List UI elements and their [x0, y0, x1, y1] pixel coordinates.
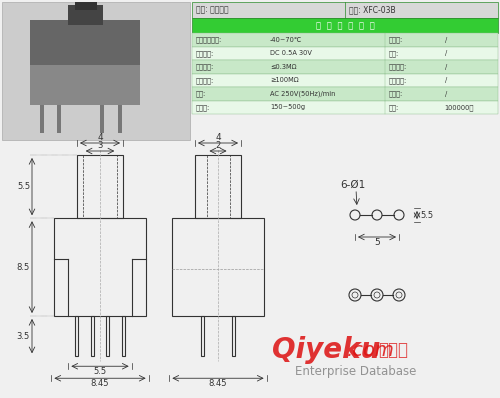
Text: 额定负荷:: 额定负荷:: [196, 50, 214, 57]
Text: /: /: [445, 50, 447, 56]
Text: 5: 5: [374, 238, 380, 247]
Bar: [206, 155, 230, 218]
Bar: [172, 218, 264, 316]
Text: AC 250V(50Hz)/min: AC 250V(50Hz)/min: [270, 90, 336, 97]
Text: 5.5: 5.5: [420, 211, 433, 220]
Bar: [75, 316, 78, 356]
Text: /: /: [445, 91, 447, 97]
Bar: [192, 18, 498, 33]
Bar: [57, 105, 61, 133]
Text: 150~500g: 150~500g: [270, 104, 305, 110]
Text: 企业库: 企业库: [378, 341, 408, 359]
Bar: [30, 20, 140, 65]
Text: 寿命:: 寿命:: [389, 104, 399, 111]
Bar: [118, 105, 122, 133]
Text: 插拔力:: 插拔力:: [389, 37, 403, 43]
Bar: [75, 2, 97, 10]
Text: 耐压:: 耐压:: [196, 90, 206, 97]
Text: 3.5: 3.5: [17, 332, 30, 341]
Bar: [90, 316, 94, 356]
Bar: [192, 47, 498, 60]
Text: 使用温度范围:: 使用温度范围:: [196, 37, 222, 43]
Bar: [192, 87, 498, 101]
Text: 4: 4: [215, 133, 221, 142]
Text: 8.45: 8.45: [209, 379, 227, 388]
Bar: [2, 2, 190, 140]
Text: ≥100MΩ: ≥100MΩ: [270, 77, 298, 83]
Text: 机械寿命:: 机械寿命:: [389, 63, 407, 70]
Text: -40~70℃: -40~70℃: [270, 37, 302, 43]
Text: DC 0.5A 30V: DC 0.5A 30V: [270, 50, 312, 56]
Text: 100000次: 100000次: [445, 104, 474, 111]
Bar: [68, 5, 103, 25]
Bar: [232, 316, 235, 356]
Text: 2: 2: [216, 141, 220, 150]
Text: 适度:: 适度:: [389, 50, 399, 57]
Bar: [122, 316, 125, 356]
Text: 3: 3: [98, 141, 102, 150]
Text: /: /: [445, 77, 447, 83]
Text: Qiyeku: Qiyeku: [272, 336, 380, 364]
Text: /: /: [445, 37, 447, 43]
Text: Enterprise Database: Enterprise Database: [295, 365, 416, 378]
Bar: [54, 218, 146, 316]
Bar: [192, 33, 498, 47]
Bar: [77, 155, 123, 218]
Text: 绝缘电阻:: 绝缘电阻:: [196, 77, 214, 84]
Bar: [83, 155, 117, 218]
Bar: [192, 101, 498, 114]
Text: 主  要  技  术  指  标: 主 要 技 术 指 标: [316, 21, 374, 30]
Text: 8.5: 8.5: [17, 263, 30, 271]
Text: 6-Ø1: 6-Ø1: [340, 180, 365, 190]
Text: 5.5: 5.5: [94, 367, 106, 376]
Bar: [100, 105, 104, 133]
Bar: [106, 316, 110, 356]
Text: 温感性:: 温感性:: [389, 90, 403, 97]
Text: 初作力:: 初作力:: [196, 104, 210, 111]
Bar: [192, 74, 498, 87]
Bar: [195, 155, 241, 218]
Text: 5.5: 5.5: [17, 182, 30, 191]
Text: 型号: XFC-03B: 型号: XFC-03B: [349, 6, 396, 14]
Text: .com: .com: [347, 341, 395, 359]
Bar: [192, 60, 498, 74]
Text: 接触电阻:: 接触电阻:: [196, 63, 214, 70]
Text: 4: 4: [97, 133, 103, 142]
Bar: [30, 20, 140, 105]
Text: ≤0.3MΩ: ≤0.3MΩ: [270, 64, 296, 70]
Text: /: /: [445, 64, 447, 70]
Text: 使用材料:: 使用材料:: [389, 77, 407, 84]
Bar: [40, 105, 44, 133]
Text: 8.45: 8.45: [91, 379, 109, 388]
Bar: [200, 316, 203, 356]
Bar: [192, 2, 498, 18]
Text: 名称: 按键开关: 名称: 按键开关: [196, 6, 228, 14]
